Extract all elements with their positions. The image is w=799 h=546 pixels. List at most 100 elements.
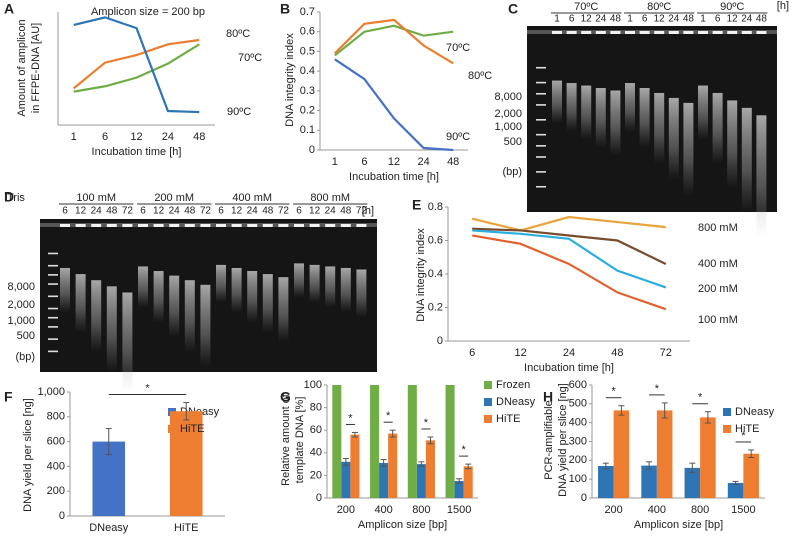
y-tick-label: 0.3 (300, 85, 315, 97)
y-axis-label: DNA yield per slice [ng] (22, 398, 34, 512)
legend-label: HiTE (735, 423, 759, 435)
gel-well-band (595, 31, 606, 34)
x-tick-label: 12 (388, 156, 400, 168)
gel-smear (309, 264, 320, 303)
gel-lane-label: 6 (218, 206, 224, 217)
legend-label: DNeasy (496, 396, 536, 408)
gel-well-band (356, 224, 367, 227)
series-label: 80ºC (468, 70, 492, 82)
gel-well-band (200, 224, 211, 227)
gel-well-band (216, 224, 226, 227)
gel-smear (216, 264, 226, 303)
gel-group-label: 400 mM (232, 192, 272, 204)
y-tick-label: 0 (316, 492, 322, 504)
x-tick-label: 1 (332, 156, 338, 168)
y-tick-label: 500 (569, 398, 587, 410)
bar (416, 464, 426, 498)
series-line (73, 16, 200, 114)
ladder-band (48, 316, 58, 319)
gel-well-band (91, 224, 102, 227)
ladder-band (48, 274, 58, 276)
x-tick-label: 12 (130, 131, 142, 143)
gel-well-band (340, 224, 351, 227)
significance-mark: * (698, 392, 703, 404)
legend-swatch (484, 381, 492, 389)
gel-image (527, 26, 777, 212)
series-line (471, 215, 666, 232)
x-tick-label: 400 (374, 504, 392, 516)
gel-prefix: Tris (7, 192, 25, 204)
gel-well-band (75, 224, 86, 227)
y-tick-label: 0 (437, 335, 443, 347)
gel-lane-label: 12 (309, 206, 321, 217)
legend-label: Frozen (496, 379, 530, 391)
gel-lane-label: 24 (595, 14, 607, 25)
ladder-label: 2,000 (7, 299, 35, 311)
x-tick-label: 800 (412, 504, 430, 516)
x-tick-label: 6 (102, 131, 108, 143)
gel-lane-label: 1 (554, 14, 560, 25)
ladder-band (536, 66, 546, 69)
y-tick-label: 100 (304, 379, 322, 391)
y-axis-label: in FFPE-DNA [AU] (30, 23, 42, 113)
gel-well-band (581, 31, 592, 34)
ladder-label: 1,000 (494, 121, 522, 133)
gel-lane-label: 24 (668, 14, 680, 25)
bar (445, 385, 455, 498)
gel-group-label: 70ºC (574, 1, 598, 13)
gel-smear (184, 280, 195, 353)
ladder-band (536, 133, 546, 136)
legend-swatch (723, 408, 731, 416)
gel-smear (106, 286, 117, 372)
gel-smear (639, 88, 650, 148)
gel-smear (756, 115, 767, 237)
legend-swatch (723, 425, 731, 433)
gel-lane-label: 1 (627, 14, 633, 25)
panel-label: E (412, 197, 421, 213)
y-tick-label: 0 (309, 144, 315, 156)
gel-lane-label: 6 (296, 206, 302, 217)
x-axis-label: Amplicon size [bp] (358, 519, 447, 531)
x-tick-label: 200 (604, 504, 622, 516)
gel-lane-label: 48 (683, 14, 695, 25)
gel-smear (712, 92, 723, 164)
gel-lane-label: 6 (569, 14, 575, 25)
gel-lane-label: 48 (756, 14, 768, 25)
x-tick-label: 1500 (731, 504, 755, 516)
series-line (73, 38, 200, 90)
significance-mark: * (424, 417, 429, 429)
legend-swatch (168, 425, 176, 433)
x-tick-label: 24 (563, 347, 575, 359)
gel-well-band (698, 31, 708, 34)
gel-smear (138, 266, 148, 308)
ladder-band (48, 264, 58, 267)
gel-well-band (625, 31, 635, 34)
gel-well-band (262, 224, 273, 227)
gel-well-band (727, 31, 738, 34)
gel-lane-label: 48 (262, 206, 274, 217)
y-axis-label: DNA integrity index (415, 228, 427, 322)
ladder-label: 500 (17, 330, 35, 342)
gel-group-label: 80ºC (647, 1, 671, 13)
gel-smear (262, 274, 273, 333)
series-label: 80ºC (226, 28, 250, 40)
ladder-band (48, 307, 58, 310)
y-tick-label: 0.2 (428, 301, 443, 313)
bar (379, 462, 389, 498)
gel-lane-label: 12 (581, 14, 593, 25)
series-line (472, 229, 667, 289)
panel-label: B (280, 1, 290, 17)
x-tick-label: 48 (447, 156, 459, 168)
series-label: 70ºC (238, 52, 262, 64)
bar (727, 482, 744, 498)
panel-label: G (280, 389, 291, 405)
gel-group-label: 100 mM (76, 192, 116, 204)
gel-smear (340, 267, 351, 313)
ladder-label: 1,000 (7, 315, 35, 327)
gel-group-label: 800 mM (310, 192, 350, 204)
legend-swatch (484, 415, 492, 423)
gel-well-band (712, 31, 723, 34)
gel-smear (169, 275, 180, 338)
gel-well-band (153, 224, 164, 227)
gel-smear (566, 83, 577, 132)
